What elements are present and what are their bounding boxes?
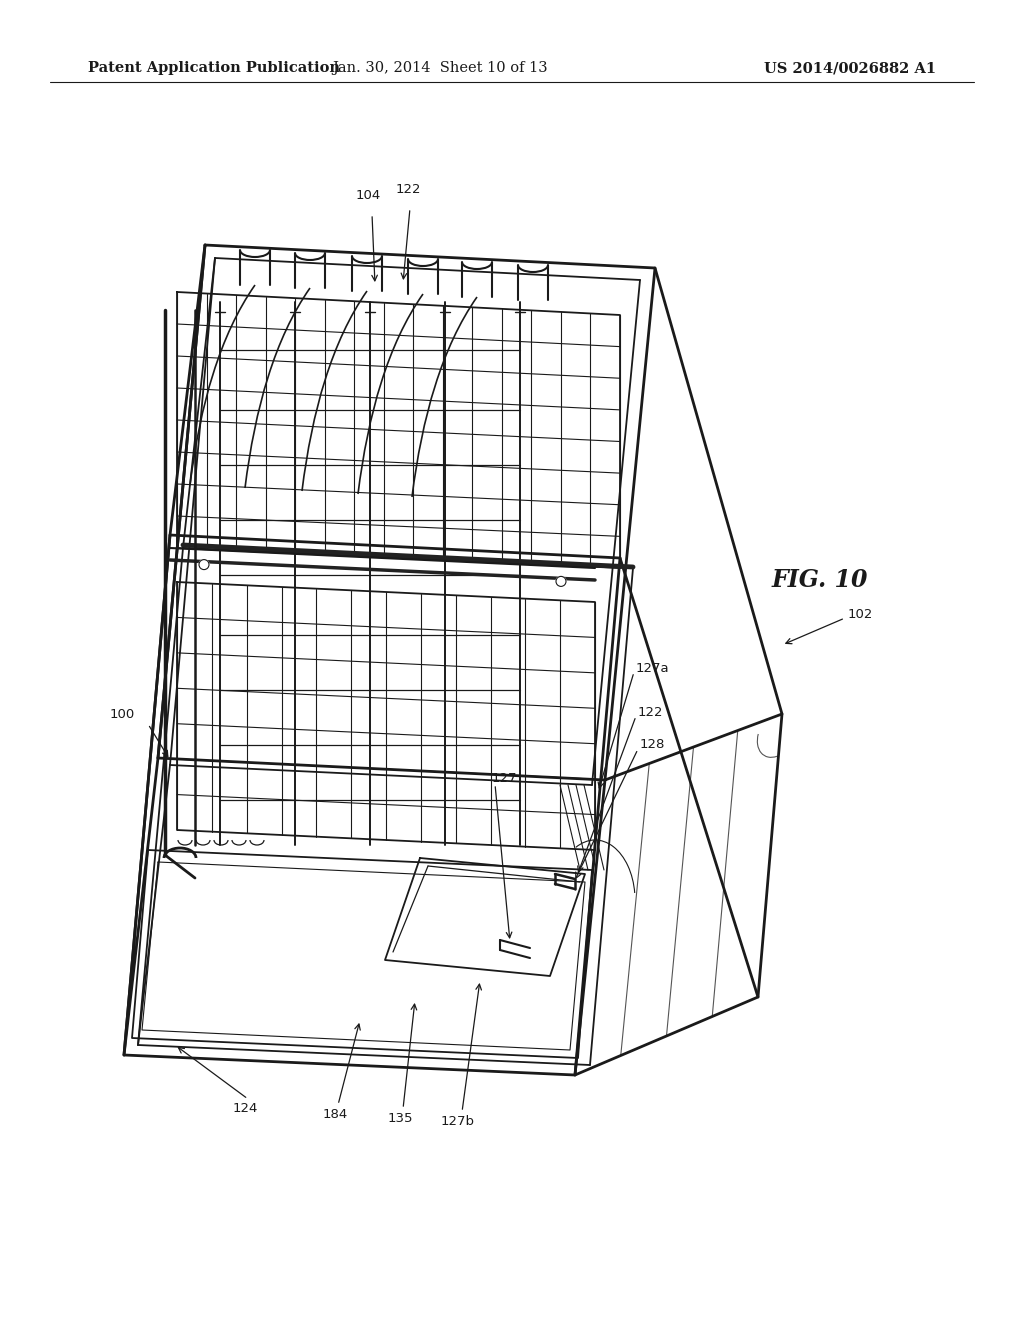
- Text: 100: 100: [110, 709, 135, 722]
- Text: 128: 128: [640, 738, 666, 751]
- Text: 127a: 127a: [636, 661, 670, 675]
- Text: Jan. 30, 2014  Sheet 10 of 13: Jan. 30, 2014 Sheet 10 of 13: [332, 61, 548, 75]
- Circle shape: [199, 560, 209, 570]
- Text: 124: 124: [232, 1102, 258, 1115]
- Text: 135: 135: [387, 1111, 413, 1125]
- Text: US 2014/0026882 A1: US 2014/0026882 A1: [764, 61, 936, 75]
- Text: 184: 184: [323, 1107, 347, 1121]
- Text: Patent Application Publication: Patent Application Publication: [88, 61, 340, 75]
- Text: FIG. 10: FIG. 10: [772, 568, 868, 591]
- Text: 127b: 127b: [441, 1115, 475, 1129]
- Text: 122: 122: [395, 183, 421, 195]
- Text: 127: 127: [492, 771, 517, 784]
- Circle shape: [556, 577, 566, 586]
- Text: 122: 122: [638, 705, 664, 718]
- Text: 104: 104: [355, 189, 381, 202]
- Text: 102: 102: [848, 609, 873, 622]
